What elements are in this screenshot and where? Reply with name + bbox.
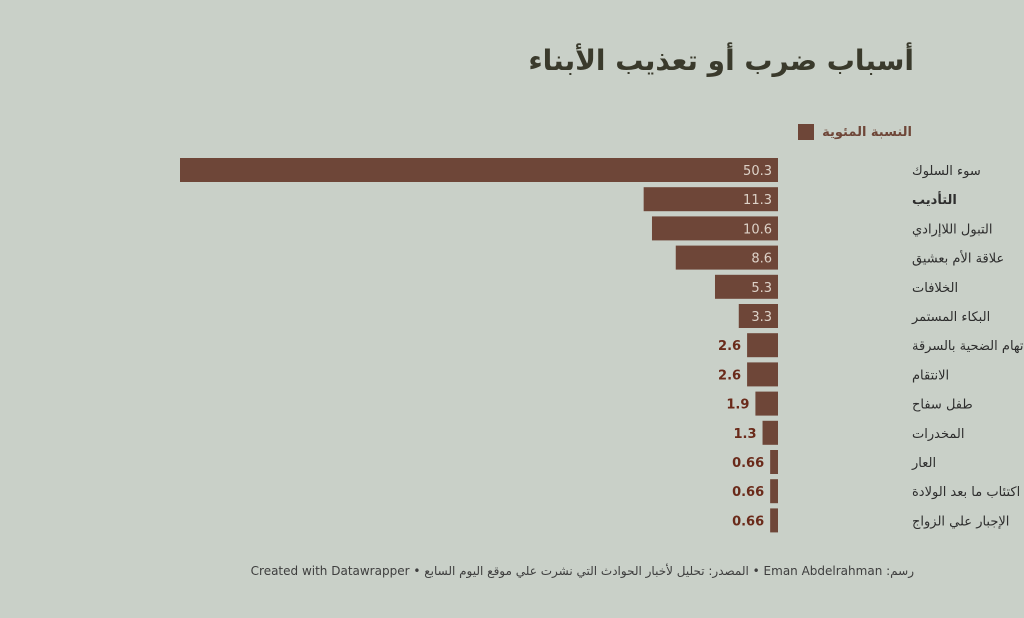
value-label: 2.6 [718, 339, 741, 354]
value-label: 3.3 [751, 310, 772, 325]
category-label: إتهام الضحية بالسرقة [912, 339, 1024, 354]
bar [762, 420, 778, 445]
value-label: 8.6 [751, 252, 772, 267]
value-label: 0.66 [732, 485, 764, 500]
bar [675, 245, 778, 270]
value-label: 2.6 [718, 368, 741, 383]
bar [180, 158, 778, 182]
bar [738, 304, 778, 328]
legend-label: النسبة المئوية [822, 124, 912, 140]
bar [770, 479, 778, 504]
category-label: الإجبار علي الزواج [912, 514, 1009, 529]
value-label: 5.3 [751, 281, 772, 296]
value-label: 10.6 [743, 222, 772, 237]
value-label: 1.9 [726, 398, 749, 413]
category-label: المخدرات [912, 427, 964, 442]
category-label: سوء السلوك [912, 164, 981, 179]
category-label: التبول اللاإرادي [912, 222, 993, 237]
value-label: 1.3 [734, 427, 757, 442]
category-label: الخلافات [912, 281, 958, 296]
value-label: 0.66 [732, 514, 764, 529]
value-label: 50.3 [743, 164, 772, 179]
value-label: 0.66 [732, 456, 764, 471]
chart-title: أسباب ضرب أو تعذيب الأبناء [528, 44, 914, 77]
bar [651, 216, 778, 241]
category-label: التأديب [912, 191, 957, 208]
legend-swatch [798, 124, 815, 140]
category-label: العار [911, 456, 936, 471]
legend: النسبة المئوية [798, 124, 912, 140]
footer-credits: رسم: Eman Abdelrahman • المصدر: تحليل لأ… [250, 564, 914, 578]
category-label: اكتئاب ما بعد الولادة [912, 485, 1020, 500]
bar [714, 274, 778, 299]
bar [747, 333, 778, 358]
category-label: الانتقام [912, 368, 949, 383]
value-label: 11.3 [743, 193, 772, 208]
category-label: طفل سفاح [912, 398, 973, 413]
category-label: البكاء المستمر [911, 310, 990, 325]
bar [643, 187, 778, 212]
bar [755, 391, 778, 416]
bar [770, 450, 778, 474]
category-label: علاقة الأم بعشيق [912, 250, 1004, 267]
bar [770, 508, 778, 533]
bar [747, 362, 778, 387]
